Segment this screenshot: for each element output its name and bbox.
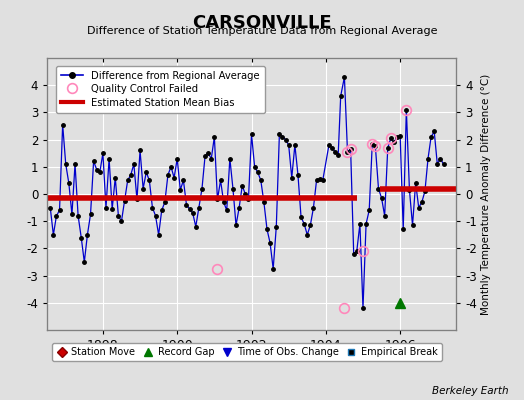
- Text: Difference of Station Temperature Data from Regional Average: Difference of Station Temperature Data f…: [87, 26, 437, 36]
- Text: Berkeley Earth: Berkeley Earth: [432, 386, 508, 396]
- Y-axis label: Monthly Temperature Anomaly Difference (°C): Monthly Temperature Anomaly Difference (…: [481, 73, 491, 315]
- Text: CARSONVILLE: CARSONVILLE: [192, 14, 332, 32]
- Legend: Difference from Regional Average, Quality Control Failed, Estimated Station Mean: Difference from Regional Average, Qualit…: [56, 66, 265, 113]
- Legend: Station Move, Record Gap, Time of Obs. Change, Empirical Break: Station Move, Record Gap, Time of Obs. C…: [52, 343, 442, 361]
